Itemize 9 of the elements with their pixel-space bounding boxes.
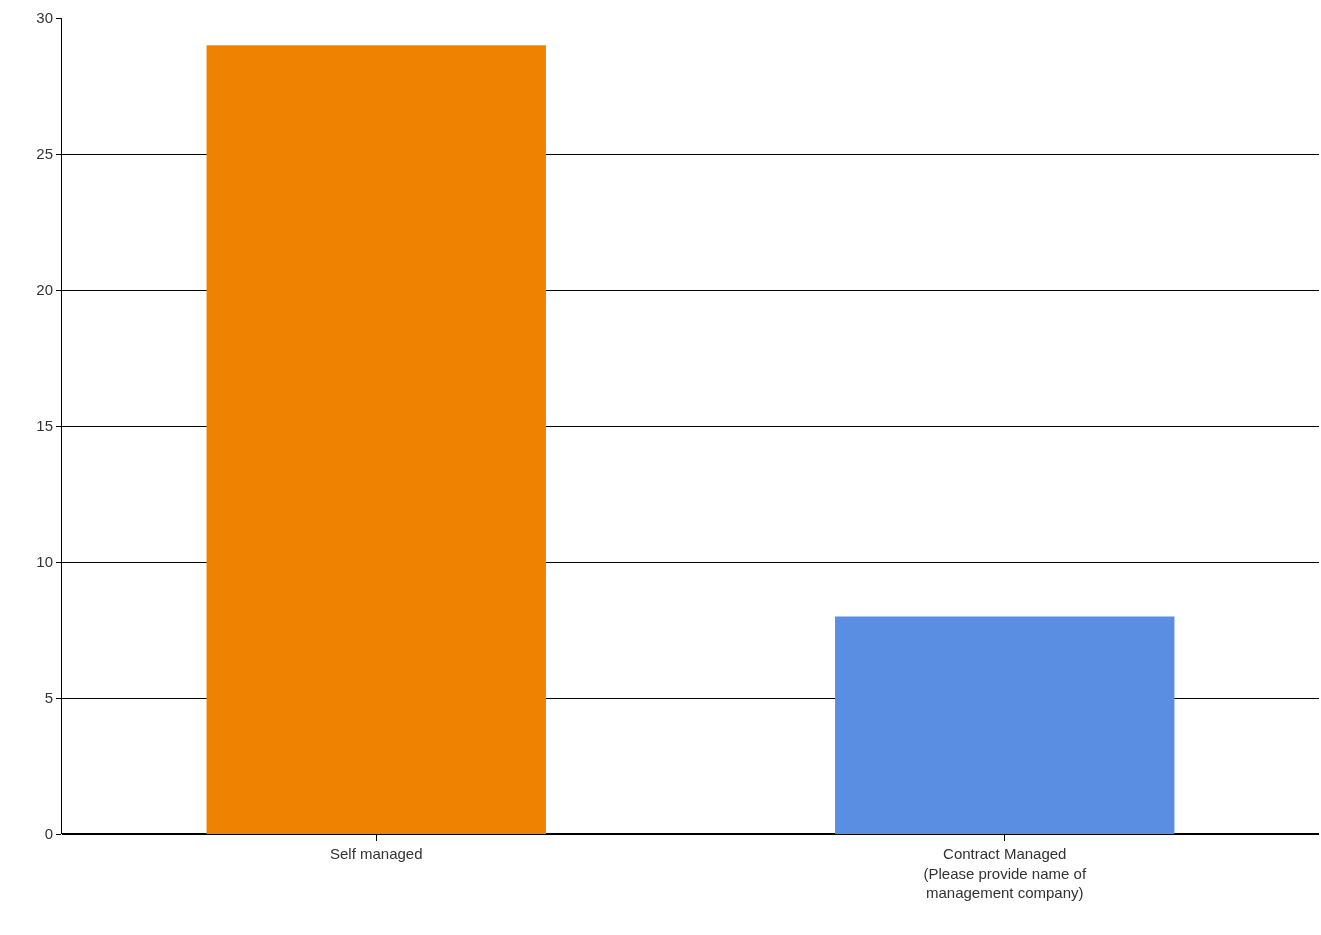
y-tick-label: 0	[44, 825, 53, 843]
y-tick-label: 15	[36, 417, 53, 435]
y-tick-label: 5	[44, 689, 53, 707]
y-tick-label: 10	[36, 553, 53, 571]
y-tick-label: 20	[36, 281, 53, 299]
y-tick-label: 30	[36, 9, 53, 27]
y-tick-label: 25	[36, 145, 53, 163]
x-tick-label: Contract Managed (Please provide name of management company)	[923, 845, 1087, 901]
x-tick-label: Self managed	[329, 845, 423, 862]
